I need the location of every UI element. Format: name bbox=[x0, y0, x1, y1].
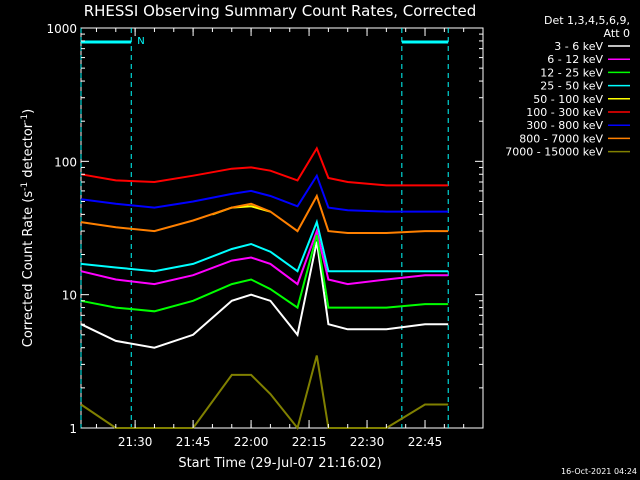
legend-label: 3 - 6 keV bbox=[554, 40, 603, 53]
y-tick-label: 100 bbox=[54, 155, 77, 169]
y-axis: 1 10 100 1000 bbox=[46, 22, 483, 436]
y-axis-label-sup1: -1 bbox=[20, 182, 30, 191]
legend-label: 50 - 100 keV bbox=[533, 93, 603, 106]
series-line-4 bbox=[80, 218, 449, 273]
y-axis-label-part3: ) bbox=[21, 109, 36, 114]
series-line-7 bbox=[80, 173, 449, 213]
series-line-2 bbox=[80, 227, 449, 286]
x-tick-label: 22:15 bbox=[292, 435, 327, 449]
night-marker-label: N bbox=[137, 36, 144, 47]
x-axis: 21:30 21:45 22:00 22:15 22:30 22:45 bbox=[95, 28, 465, 449]
legend-label: 300 - 800 keV bbox=[526, 119, 603, 132]
legend-label: 25 - 50 keV bbox=[540, 80, 603, 93]
timestamp: 16-Oct-2021 04:24 bbox=[561, 467, 637, 476]
y-tick-label: 1 bbox=[69, 422, 77, 436]
plot-area: N bbox=[80, 27, 484, 431]
x-tick-label: 22:45 bbox=[408, 435, 443, 449]
legend-header-line2: Att 0 bbox=[604, 27, 630, 40]
series-line-1 bbox=[80, 241, 449, 349]
series-layer bbox=[80, 146, 449, 431]
series-line-9 bbox=[80, 355, 449, 431]
legend-label: 800 - 7000 keV bbox=[519, 132, 603, 145]
legend-label: 6 - 12 keV bbox=[547, 53, 603, 66]
y-tick-label: 1000 bbox=[46, 22, 77, 36]
y-axis-label-part1: Corrected Count Rate (s bbox=[21, 191, 36, 348]
x-tick-label: 22:30 bbox=[350, 435, 385, 449]
y-tick-label: 10 bbox=[62, 289, 77, 303]
x-tick-label: 22:00 bbox=[234, 435, 269, 449]
y-axis-label-part2: detector bbox=[21, 122, 36, 182]
x-axis-label: Start Time (29-Jul-07 21:16:02) bbox=[178, 456, 381, 471]
y-axis-label-sup2: -1 bbox=[20, 114, 30, 123]
plot-frame bbox=[80, 27, 484, 429]
legend-label: 100 - 300 keV bbox=[526, 106, 603, 119]
series-line-8 bbox=[80, 193, 449, 234]
x-tick-label: 21:45 bbox=[176, 435, 211, 449]
y-axis-label: Corrected Count Rate (s-1 detector-1) bbox=[20, 109, 36, 347]
series-line-6 bbox=[80, 146, 449, 187]
legend-label: 7000 - 15000 keV bbox=[505, 146, 603, 159]
legend-label: 12 - 25 keV bbox=[540, 66, 603, 79]
night-markers bbox=[80, 28, 449, 428]
series-line-3 bbox=[80, 234, 449, 313]
legend-header-line1: Det 1,3,4,5,6,9, bbox=[544, 14, 630, 27]
chart-title: RHESSI Observing Summary Count Rates, Co… bbox=[84, 2, 477, 20]
x-tick-label: 21:30 bbox=[118, 435, 153, 449]
